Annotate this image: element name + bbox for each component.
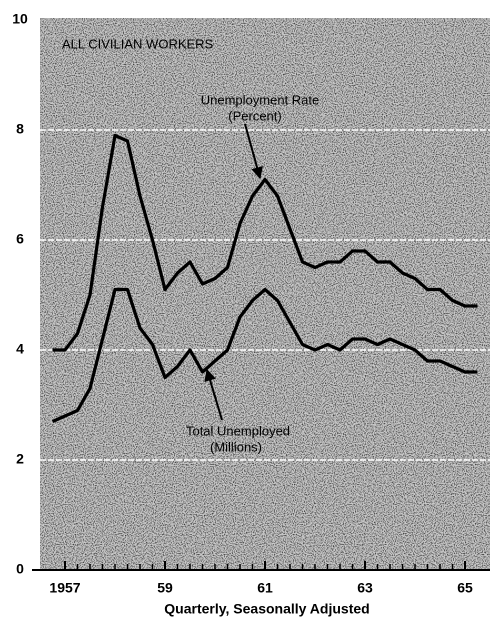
- x-tick-label: 59: [157, 580, 173, 596]
- annotation: (Percent): [228, 108, 281, 123]
- series-line: [52, 133, 478, 352]
- x-tick-label: 65: [457, 580, 473, 596]
- annotation: Unemployment Rate: [201, 92, 320, 107]
- y-tick-label: 10: [12, 11, 28, 27]
- x-tick-label: 63: [357, 580, 373, 596]
- series-line: [51, 287, 478, 423]
- x-tick-label: 1957: [49, 580, 80, 596]
- annotation: Total Unemployed: [186, 423, 290, 438]
- x-tick-label: 61: [257, 580, 273, 596]
- y-tick-label: 0: [16, 561, 24, 577]
- y-tick-label: 8: [16, 121, 24, 137]
- annotation: (Millions): [210, 439, 262, 454]
- annotation: ALL CIVILIAN WORKERS: [62, 36, 214, 51]
- y-tick-label: 4: [16, 341, 24, 357]
- y-tick-label: 6: [16, 231, 24, 247]
- x-axis-title: Quarterly, Seasonally Adjusted: [164, 601, 369, 617]
- y-tick-label: 2: [16, 451, 24, 467]
- arrow: [204, 368, 223, 421]
- arrow: [244, 123, 263, 180]
